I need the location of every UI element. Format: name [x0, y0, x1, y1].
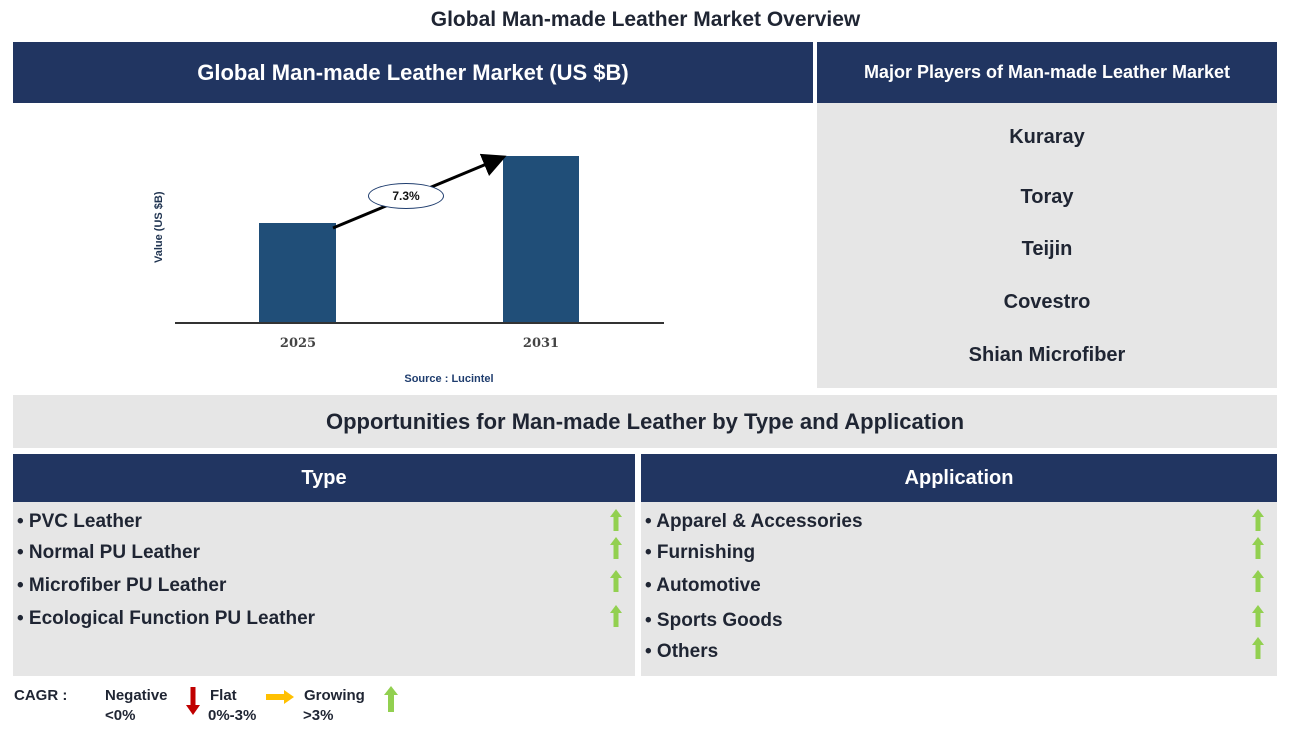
application-item: • Apparel & Accessories — [645, 511, 863, 532]
application-item: • Sports Goods — [645, 610, 783, 631]
opportunities-title: Opportunities for Man-made Leather by Ty… — [13, 395, 1277, 448]
player-item: Teijin — [1021, 238, 1073, 260]
application-item: • Automotive — [645, 575, 761, 596]
growing-arrow-icon — [384, 686, 398, 712]
legend-negative-range: <0% — [105, 707, 136, 724]
growing-arrow-icon — [610, 537, 622, 559]
players-list: Kuraray Toray Teijin Covestro Shian Micr… — [817, 103, 1277, 388]
application-list: • Apparel & Accessories • Furnishing • A… — [641, 502, 1277, 676]
x-tick-2031: 2031 — [522, 336, 560, 351]
growing-arrow-icon — [610, 509, 622, 531]
growing-arrow-icon — [1252, 537, 1264, 559]
cagr-badge: 7.3% — [368, 183, 444, 209]
growing-arrow-icon — [1252, 637, 1264, 659]
legend-flat-name: Flat — [210, 687, 237, 704]
x-axis-line — [175, 322, 664, 324]
source-label: Source : Lucintel — [404, 373, 494, 385]
chart-header: Global Man-made Leather Market (US $B) — [13, 42, 813, 103]
player-item: Toray — [1020, 186, 1074, 208]
application-item: • Others — [645, 641, 719, 662]
legend-growing-name: Growing — [304, 687, 365, 704]
page-title: Global Man-made Leather Market Overview — [430, 8, 861, 31]
negative-arrow-icon — [186, 687, 200, 715]
application-header: Application — [641, 454, 1277, 502]
legend-negative-name: Negative — [105, 687, 168, 704]
bar-2025 — [259, 223, 336, 323]
players-header: Major Players of Man-made Leather Market — [817, 42, 1277, 103]
type-item: • Microfiber PU Leather — [17, 575, 227, 596]
application-item: • Furnishing — [645, 542, 756, 563]
growing-arrow-icon — [610, 570, 622, 592]
player-item: Covestro — [1003, 291, 1091, 313]
growing-arrow-icon — [610, 605, 622, 627]
type-header: Type — [13, 454, 635, 502]
bar-2031 — [503, 156, 579, 323]
bar-chart: Value (US $B) 2025 2031 7.3% Source : Lu… — [13, 103, 813, 390]
player-item: Shian Microfiber — [968, 344, 1126, 366]
flat-arrow-icon — [266, 690, 294, 704]
growing-arrow-icon — [1252, 570, 1264, 592]
legend-cagr-label: CAGR : — [14, 687, 68, 704]
x-tick-2025: 2025 — [279, 336, 317, 351]
legend-flat-range: 0%-3% — [208, 707, 257, 724]
growing-arrow-icon — [1252, 605, 1264, 627]
player-item: Kuraray — [1009, 126, 1085, 148]
type-item: • Normal PU Leather — [17, 542, 200, 563]
legend-growing-range: >3% — [303, 707, 334, 724]
type-item: • Ecological Function PU Leather — [17, 608, 316, 629]
cagr-arrow-icon — [332, 153, 507, 230]
growing-arrow-icon — [1252, 509, 1264, 531]
type-item: • PVC Leather — [17, 511, 142, 532]
type-list: • PVC Leather • Normal PU Leather • Micr… — [13, 502, 635, 676]
